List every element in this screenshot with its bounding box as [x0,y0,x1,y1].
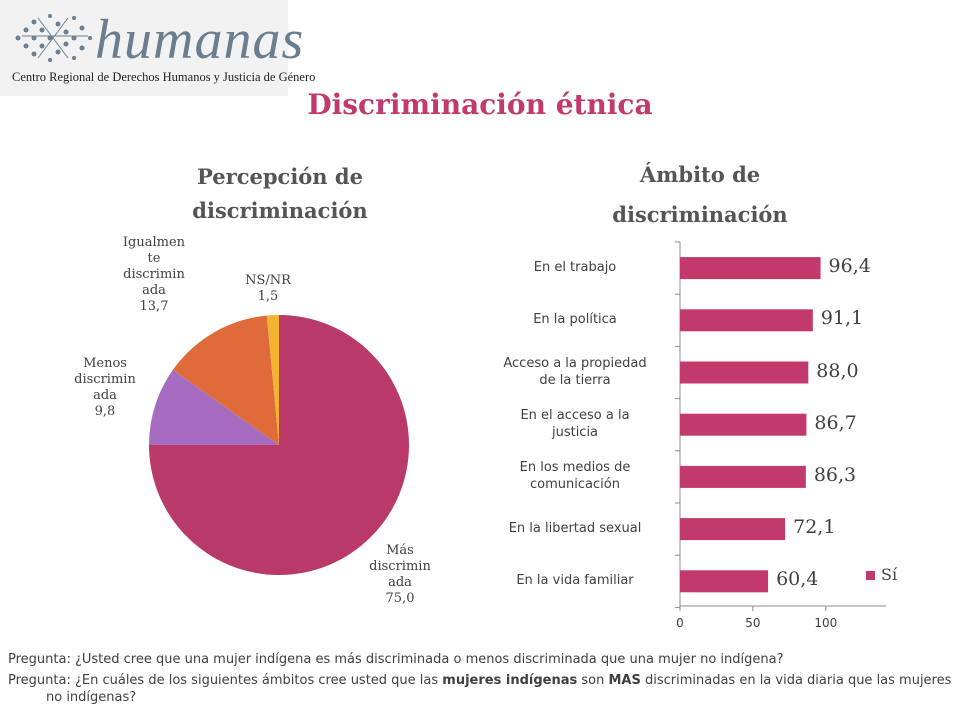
bar [680,570,769,593]
bar-category-label: Acceso a la propiedad de la tierra [503,355,647,388]
bar-value-label: 72,1 [793,516,836,539]
bar-value-label: 86,3 [813,463,857,486]
question-2-bold-1: mujeres indígenas [442,673,578,688]
bar-category-label: En el acceso a la justicia [520,407,630,440]
bar [680,465,806,488]
logo-mark-icon [15,14,92,62]
page-title: Discriminación étnica [307,88,653,121]
pie-slice [172,315,279,445]
bar-value-label: 91,1 [820,307,864,330]
question-2-mid: son [577,673,609,688]
logo-subtitle: Centro Regional de Derechos Humanos y Ju… [12,70,316,84]
question-2-suffix: discriminadas en la vida diaria que las … [46,673,952,705]
bar-value-label: 86,7 [814,411,857,434]
question-1: Pregunta: ¿Usted cree que una mujer indí… [8,652,784,667]
legend: Sí [866,565,897,584]
bar-category-label: En la libertad sexual [508,520,642,536]
pie-slice-label: Igualmen te discrimin ada 13,7 [122,235,186,314]
logo: humanas Centro Regional de Derechos Huma… [0,0,315,96]
bar [680,257,821,280]
pie-slice [266,315,279,445]
bar-value-label: 60,4 [776,568,819,591]
pie-slice [149,369,279,445]
logo-wordmark: humanas [95,9,305,71]
x-tick-label: 100 [814,616,838,630]
question-2-bold-2: MAS [608,673,641,688]
pie-slice-label: Más discrimin ada 75,0 [369,543,431,606]
bar [680,518,786,541]
bar-value-label: 96,4 [828,255,871,278]
bar-category-label: En la política [533,311,617,327]
pie-slice-label: NS/NR 1,5 [245,273,291,304]
bar-value-label: 88,0 [816,359,859,382]
bar [680,309,813,332]
x-tick-label: 50 [745,616,761,630]
x-tick-label: 0 [676,616,684,630]
bar [680,361,809,384]
question-2: Pregunta: ¿En cuáles de los siguientes á… [8,672,953,706]
question-2-prefix: Pregunta: ¿En cuáles de los siguientes á… [8,673,443,688]
bar-category-label: En el trabajo [533,259,617,275]
pie-chart-title: Percepción de discriminación [192,164,368,223]
bar [680,413,807,436]
bar-chart-title: Ámbito de discriminación [612,162,788,227]
legend-swatch [866,571,875,580]
bar-category-label: En los medios de comunicación [519,459,631,492]
pie-slice [149,315,409,575]
pie-slice-label: Menos discrimin ada 9,8 [74,356,136,419]
legend-label: Sí [881,565,898,584]
bar-category-label: En la vida familiar [516,572,634,588]
